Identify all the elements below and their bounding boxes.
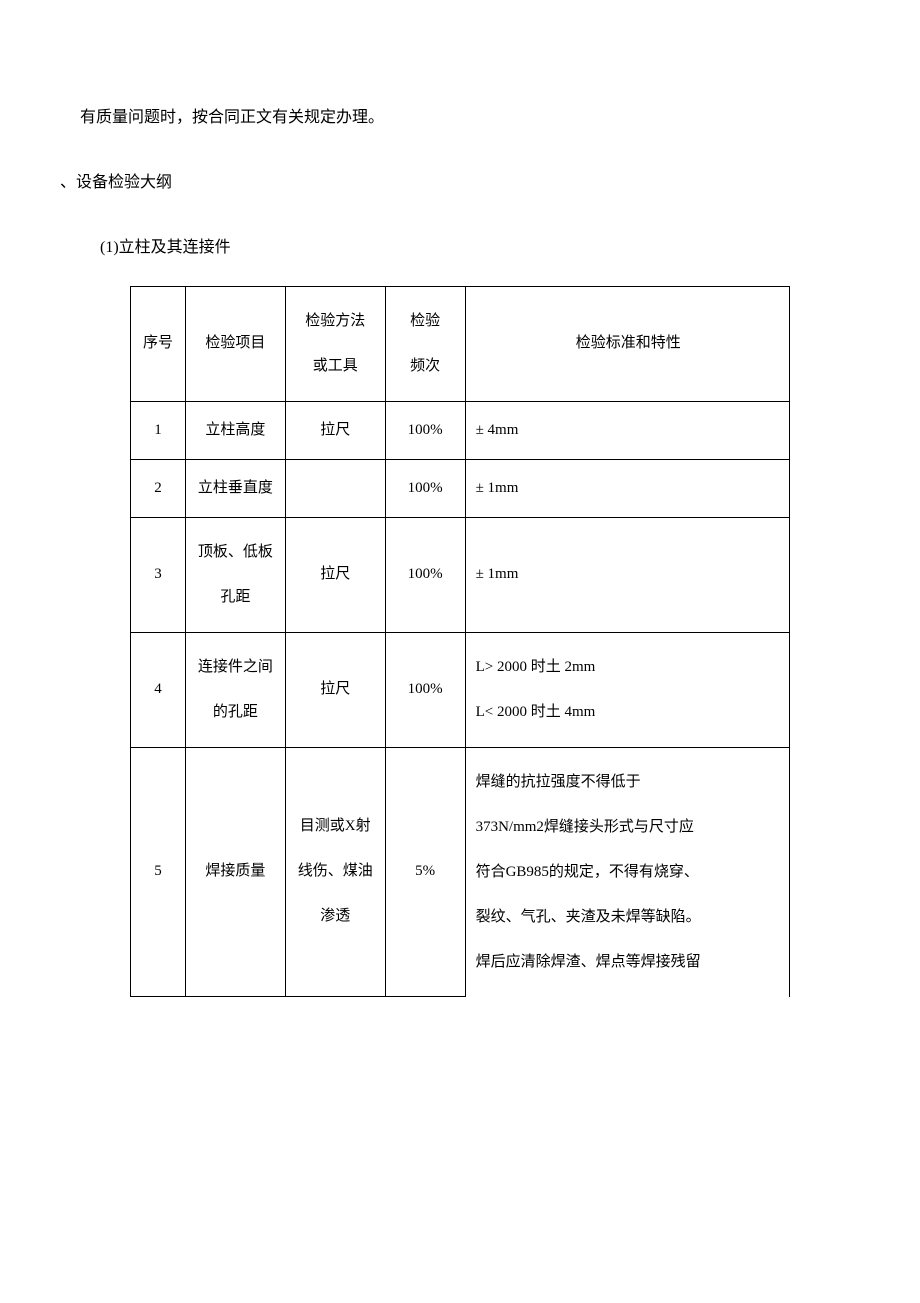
cell-item-line2: 孔距 [194, 575, 277, 620]
intro-paragraph: 有质量问题时，按合同正文有关规定办理。 [80, 100, 840, 135]
cell-item-line1: 连接件之间 [194, 645, 277, 690]
cell-method-line1: 目测或X射 [294, 804, 377, 849]
inspection-table: 序号 检验项目 检验方法 或工具 检验 频次 检验标准和特性 1 立柱高度 拉尺… [130, 286, 790, 998]
cell-freq: 100% [385, 632, 465, 747]
cell-standard-line1: 焊缝的抗拉强度不得低于 [476, 760, 781, 805]
cell-freq: 100% [385, 459, 465, 517]
cell-seq: 5 [131, 747, 186, 997]
cell-standard-line3: 符合GB985的规定，不得有烧穿、 [476, 850, 781, 895]
table-row: 2 立柱垂直度 100% ± 1mm [131, 459, 790, 517]
cell-method: 拉尺 [285, 517, 385, 632]
header-method-line2: 或工具 [294, 344, 377, 389]
cell-method: 拉尺 [285, 632, 385, 747]
cell-seq: 3 [131, 517, 186, 632]
cell-method-line2: 线伤、煤油 [294, 849, 377, 894]
cell-standard: 焊缝的抗拉强度不得低于 373N/mm2焊缝接头形式与尺寸应 符合GB985的规… [465, 747, 789, 997]
cell-method-line3: 渗透 [294, 894, 377, 939]
header-method-line1: 检验方法 [294, 299, 377, 344]
header-item: 检验项目 [185, 286, 285, 401]
cell-item: 焊接质量 [185, 747, 285, 997]
header-standard: 检验标准和特性 [465, 286, 789, 401]
header-seq: 序号 [131, 286, 186, 401]
cell-standard-line2: 373N/mm2焊缝接头形式与尺寸应 [476, 805, 781, 850]
cell-freq: 5% [385, 747, 465, 997]
cell-item-line1: 顶板、低板 [194, 530, 277, 575]
subsection-title: (1)立柱及其连接件 [100, 230, 840, 265]
cell-freq: 100% [385, 401, 465, 459]
cell-standard-line4: 裂纹、气孔、夹渣及未焊等缺陷。 [476, 895, 781, 940]
header-freq-line2: 频次 [394, 344, 457, 389]
cell-standard: ± 4mm [465, 401, 789, 459]
cell-item: 连接件之间 的孔距 [185, 632, 285, 747]
cell-seq: 2 [131, 459, 186, 517]
cell-standard: L> 2000 时土 2mm L< 2000 时土 4mm [465, 632, 789, 747]
cell-method: 目测或X射 线伤、煤油 渗透 [285, 747, 385, 997]
cell-standard-line2: L< 2000 时土 4mm [476, 690, 781, 735]
section-title: 、设备检验大纲 [60, 165, 840, 200]
table-row: 3 顶板、低板 孔距 拉尺 100% ± 1mm [131, 517, 790, 632]
cell-item: 顶板、低板 孔距 [185, 517, 285, 632]
table-header-row: 序号 检验项目 检验方法 或工具 检验 频次 检验标准和特性 [131, 286, 790, 401]
cell-item-line2: 的孔距 [194, 690, 277, 735]
header-freq-line1: 检验 [394, 299, 457, 344]
table-row: 5 焊接质量 目测或X射 线伤、煤油 渗透 5% 焊缝的抗拉强度不得低于 373… [131, 747, 790, 997]
cell-freq: 100% [385, 517, 465, 632]
table-row: 1 立柱高度 拉尺 100% ± 4mm [131, 401, 790, 459]
cell-standard-line1: L> 2000 时土 2mm [476, 645, 781, 690]
cell-standard: ± 1mm [465, 517, 789, 632]
header-method: 检验方法 或工具 [285, 286, 385, 401]
cell-seq: 1 [131, 401, 186, 459]
table-row: 4 连接件之间 的孔距 拉尺 100% L> 2000 时土 2mm L< 20… [131, 632, 790, 747]
cell-method: 拉尺 [285, 401, 385, 459]
cell-standard: ± 1mm [465, 459, 789, 517]
header-freq: 检验 频次 [385, 286, 465, 401]
cell-method [285, 459, 385, 517]
cell-item: 立柱高度 [185, 401, 285, 459]
cell-seq: 4 [131, 632, 186, 747]
cell-item: 立柱垂直度 [185, 459, 285, 517]
cell-standard-line5: 焊后应清除焊渣、焊点等焊接残留 [476, 940, 781, 985]
